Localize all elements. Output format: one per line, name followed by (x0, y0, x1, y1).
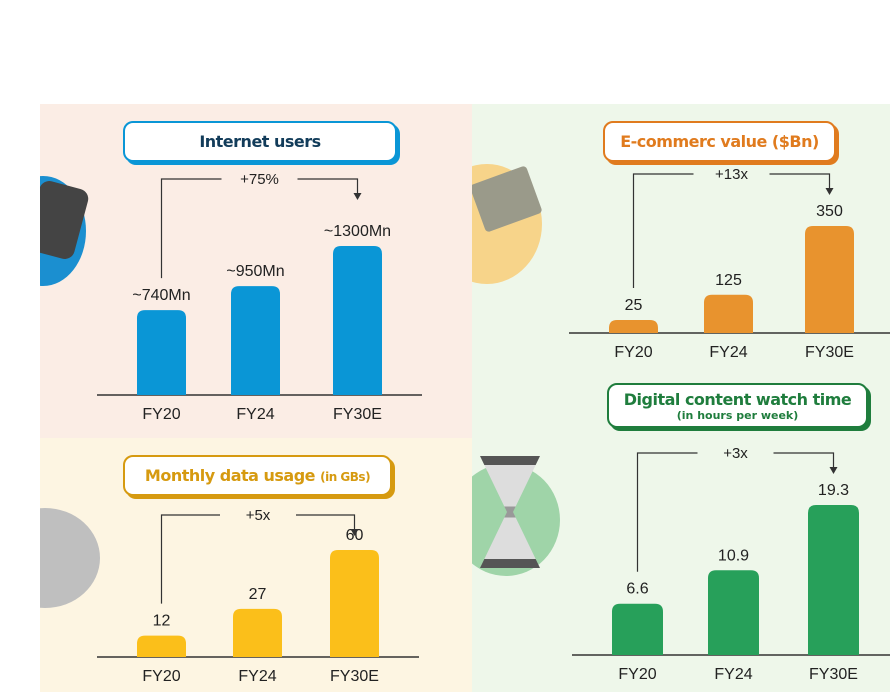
data-label: 27 (249, 586, 267, 603)
bar-fy20 (612, 603, 663, 655)
arrow-down-icon (825, 188, 834, 195)
chart-title: Monthly data usage (in GBs) (123, 455, 392, 496)
chart-title-text: Internet users (199, 132, 321, 151)
internet-users-chart: ~740Mn FY20 ~950Mn FY24 ~1300Mn FY30E +75% (97, 171, 422, 423)
x-tick-label: FY24 (238, 668, 276, 685)
arrow-down-icon (350, 529, 359, 536)
data-label: 25 (625, 297, 643, 314)
growth-annotation: +3x (723, 445, 748, 462)
watch-time-panel: Digital content watch time (in hours per … (472, 370, 890, 692)
data-label: 6.6 (626, 581, 648, 598)
growth-bracket (160, 178, 359, 279)
chart-subtitle: (in hours per week) (676, 408, 799, 422)
data-usage-panel: Monthly data usage (in GBs) 12 FY20 27 FY24… (40, 438, 472, 692)
growth-annotation: +13x (715, 166, 748, 183)
x-tick-label: FY20 (614, 344, 652, 361)
bar-fy30e (805, 226, 854, 333)
x-tick-label: FY20 (142, 406, 180, 423)
x-tick-label: FY24 (709, 344, 747, 361)
data-label: 10.9 (718, 547, 749, 564)
bar-fy20 (609, 320, 658, 333)
bar-fy20 (137, 310, 186, 395)
x-tick-label: FY30E (809, 666, 858, 683)
x-tick-label: FY30E (330, 668, 379, 685)
bar-fy24 (231, 286, 280, 395)
x-tick-label: FY30E (333, 406, 382, 423)
x-tick-label: FY24 (714, 666, 752, 683)
data-label: ~950Mn (226, 263, 284, 280)
growth-bracket (632, 173, 831, 288)
data-usage-chart: 12FY2027FY2460FY30E+5x (97, 507, 419, 685)
chart-title-text: Monthly data usage (144, 466, 316, 485)
data-label: ~740Mn (132, 287, 190, 304)
data-label: 19.3 (818, 482, 849, 499)
chart-title-text: E-commerc value ($Bn) (620, 132, 819, 151)
x-tick-label: FY24 (236, 406, 274, 423)
data-label: 12 (153, 613, 171, 630)
internet-users-panel: Internet users ~740Mn FY20 ~950Mn FY24 ~1300… (40, 104, 472, 438)
bar-fy24 (708, 570, 759, 655)
growth-annotation: +5x (246, 507, 271, 524)
ecommerce-panel: E-commerc value ($Bn) 25 FY20 125 FY24 350 FY… (472, 104, 890, 370)
growth-annotation: +75% (240, 171, 279, 188)
bar-fy30e (808, 505, 859, 655)
chart-title-suffix: (in GBs) (320, 470, 371, 484)
arrow-down-icon (353, 193, 362, 200)
arrow-down-icon (829, 467, 838, 474)
data-label: 350 (816, 203, 843, 220)
bar-fy30e (330, 550, 379, 657)
ecommerce-chart: 25 FY20 125 FY24 350 FY30E +13x (569, 166, 890, 361)
bar-fy30e (333, 246, 382, 395)
chart-title-text: Digital content watch time (623, 389, 852, 409)
x-tick-label: FY20 (142, 668, 180, 685)
bar-fy24 (233, 608, 282, 657)
chart-title: Internet users (123, 121, 397, 162)
x-tick-label: FY20 (618, 666, 656, 683)
bar-fy24 (704, 294, 753, 333)
chart-title: E-commerc value ($Bn) (603, 121, 836, 162)
bar-fy20 (137, 635, 186, 657)
data-label: 125 (715, 272, 742, 289)
data-label: ~1300Mn (324, 223, 391, 240)
watch-time-chart: 6.6 FY20 10.9 FY24 19.3 FY30E +3x (572, 445, 890, 683)
chart-title: Digital content watch time (in hours per … (607, 383, 868, 428)
growth-bracket (160, 514, 356, 604)
growth-bracket (636, 452, 835, 572)
x-tick-label: FY30E (805, 344, 854, 361)
